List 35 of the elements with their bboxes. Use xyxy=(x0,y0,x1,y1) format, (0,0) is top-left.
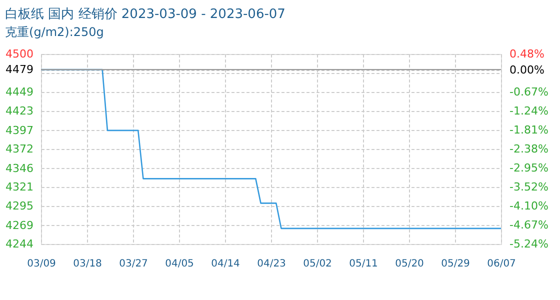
y-tick-label: 4479 xyxy=(6,63,34,76)
y2-tick-label: -2.38% xyxy=(510,142,548,156)
x-tick-label: 05/29 xyxy=(441,258,470,270)
y-tick-label: 4397 xyxy=(6,124,34,137)
chart-title: 白板纸 国内 经销价 2023-03-09 - 2023-06-07 xyxy=(5,7,286,22)
y2-tick-label: -3.52% xyxy=(510,180,548,194)
y2-tick-label: -2.95% xyxy=(510,161,548,174)
y-tick-label: 4372 xyxy=(6,142,34,156)
y2-tick-label: 0.48% xyxy=(510,48,544,60)
x-tick-label: 05/02 xyxy=(303,258,332,270)
x-tick-label: 04/05 xyxy=(165,258,194,270)
x-tick-label: 05/20 xyxy=(395,258,424,270)
x-tick-label: 06/07 xyxy=(487,258,516,270)
y2-tick-label: -0.67% xyxy=(510,86,548,99)
x-tick-label: 04/23 xyxy=(257,258,286,270)
x-tick-label: 03/09 xyxy=(27,258,56,270)
y-tick-label: 4500 xyxy=(6,48,34,60)
y-tick-label: 4449 xyxy=(6,85,34,98)
y-tick-label: 4321 xyxy=(6,180,34,194)
y-tick-label: 4423 xyxy=(6,104,34,118)
chart-subtitle: 克重(g/m2):250g xyxy=(5,25,104,39)
x-tick-label: 03/18 xyxy=(73,258,102,270)
x-tick-label: 05/11 xyxy=(349,258,378,270)
y2-tick-label: 0.00% xyxy=(510,63,544,76)
y-tick-label: 4295 xyxy=(6,200,34,213)
x-tick-label: 04/14 xyxy=(211,258,240,270)
y2-tick-label: -1.81% xyxy=(510,124,548,137)
y2-tick-label: -1.24% xyxy=(510,104,548,118)
y-tick-label: 4269 xyxy=(6,218,34,232)
y2-tick-label: -4.67% xyxy=(510,218,548,232)
y2-tick-label: -5.24% xyxy=(510,238,548,250)
y2-tick-label: -4.10% xyxy=(510,200,548,213)
y-tick-label: 4346 xyxy=(6,162,34,175)
y-tick-label: 4244 xyxy=(6,238,34,250)
x-tick-label: 03/27 xyxy=(119,258,148,270)
